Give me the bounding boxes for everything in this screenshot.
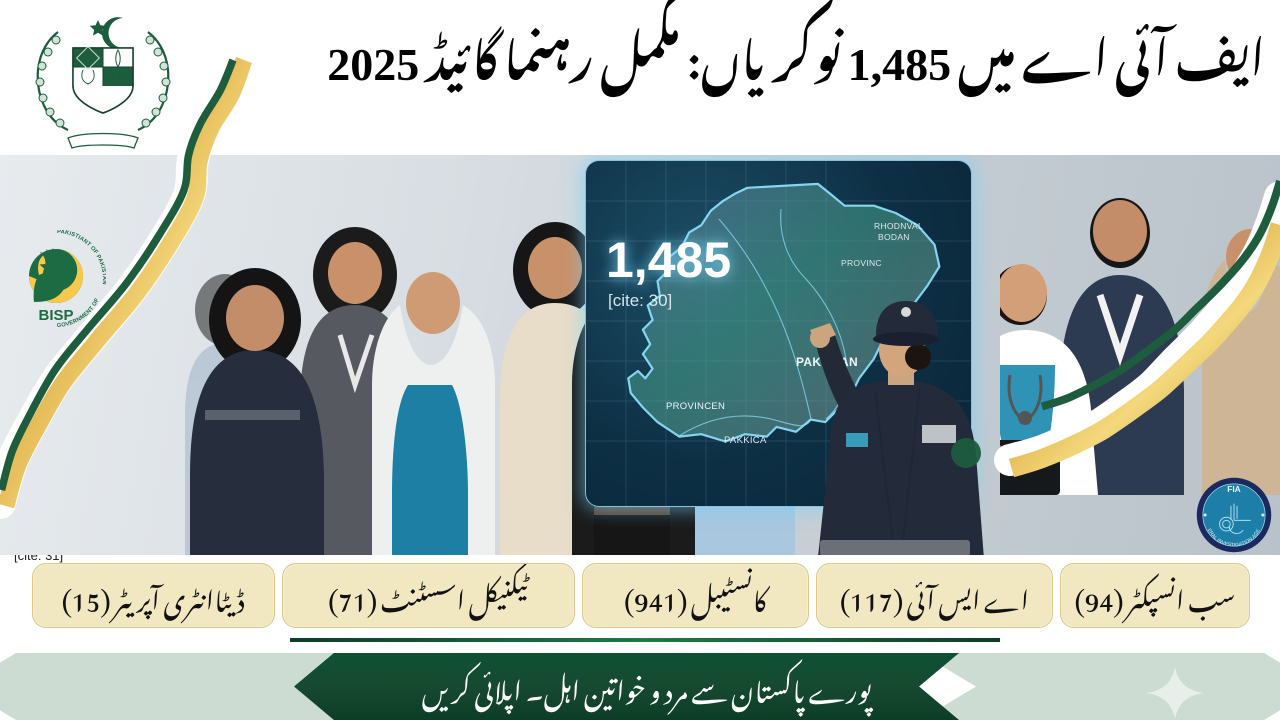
svg-text:FIA: FIA <box>1227 484 1240 494</box>
